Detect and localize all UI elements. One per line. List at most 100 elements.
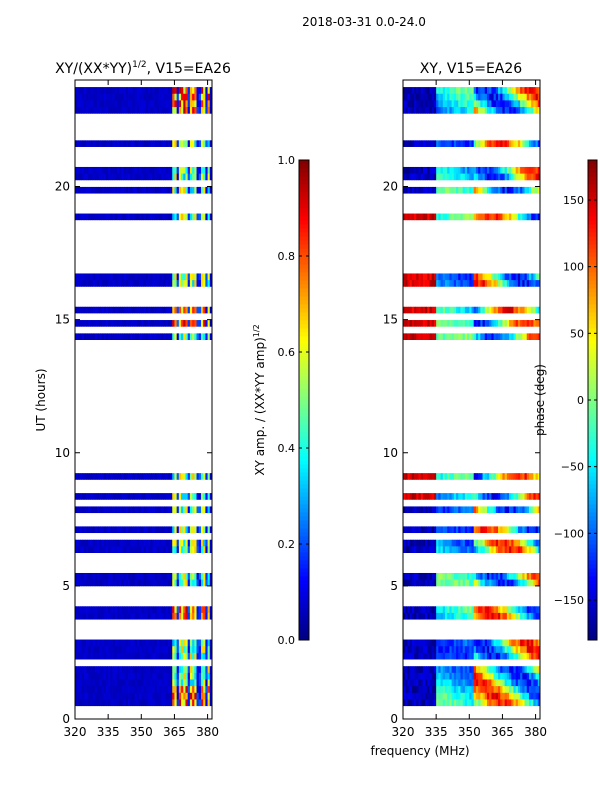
phase-colorbar-band <box>588 264 597 269</box>
amplitude-ytick-label: 0 <box>62 712 70 726</box>
amplitude-colorbar-band <box>299 584 309 589</box>
amplitude-colorbar-band <box>299 480 309 485</box>
amplitude-colorbar-band <box>299 516 309 521</box>
phase-colorbar: −150 −100 −50 0 50 100 150 phase (deg) <box>533 159 598 641</box>
amplitude-colorbar-band <box>299 600 309 605</box>
amplitude-colorbar-band <box>299 548 309 553</box>
amplitude-colorbar-band <box>299 440 309 445</box>
amplitude-colorbar-band <box>299 492 309 497</box>
phase-colorbar-band <box>588 420 597 425</box>
amplitude-colorbar-band <box>299 520 309 525</box>
amplitude-colorbar-band <box>299 160 309 165</box>
amplitude-colorbar-band <box>299 580 309 585</box>
amplitude-colorbar-band <box>299 300 309 305</box>
amplitude-frame <box>74 79 213 720</box>
amplitude-colorbar-band <box>299 328 309 333</box>
phase-ytick-label: 10 <box>383 446 398 460</box>
amplitude-colorbar-band <box>299 564 309 569</box>
phase-colorbar-band <box>588 216 597 221</box>
amplitude-colorbar-band <box>299 636 309 641</box>
amplitude-colorbar: 0.0 0.2 0.4 0.6 0.8 1.0 XY amp. / (XX*YY amp)… <box>252 154 310 647</box>
phase-colorbar-tick-label: −100 <box>554 527 584 540</box>
phase-colorbar-band <box>588 520 597 525</box>
amplitude-colorbar-band <box>299 412 309 417</box>
phase-ytick-label: 5 <box>390 579 398 593</box>
amplitude-colorbar-band <box>299 356 309 361</box>
amplitude-colorbar-band <box>299 368 309 373</box>
amplitude-colorbar-band <box>299 200 309 205</box>
amplitude-colorbar-band <box>299 192 309 197</box>
amplitude-colorbar-band <box>299 376 309 381</box>
phase-colorbar-band <box>588 596 597 601</box>
amplitude-colorbar-band <box>299 272 309 277</box>
amplitude-xtick-label: 350 <box>130 725 153 739</box>
phase-colorbar-band <box>588 364 597 369</box>
phase-colorbar-band <box>588 332 597 337</box>
amplitude-colorbar-band <box>299 284 309 289</box>
amplitude-colorbar-band <box>299 208 309 213</box>
phase-colorbar-band <box>588 244 597 249</box>
phase-colorbar-band <box>588 176 597 181</box>
amplitude-colorbar-band <box>299 308 309 313</box>
phase-colorbar-band <box>588 196 597 201</box>
amplitude-colorbar-band <box>299 596 309 601</box>
amplitude-ytick-label: 20 <box>55 180 70 194</box>
phase-colorbar-band <box>588 552 597 557</box>
phase-colorbar-band <box>588 252 597 257</box>
phase-colorbar-band <box>588 496 597 501</box>
amplitude-colorbar-band <box>299 632 309 637</box>
phase-colorbar-band <box>588 324 597 329</box>
amplitude-colorbar-band <box>299 452 309 457</box>
phase-colorbar-band <box>588 524 597 529</box>
phase-colorbar-band <box>588 396 597 401</box>
phase-frame <box>402 79 541 720</box>
amplitude-colorbar-tick-label: 0.2 <box>278 538 296 551</box>
phase-colorbar-band <box>588 616 597 621</box>
amplitude-colorbar-band <box>299 164 309 169</box>
amplitude-colorbar-tick-label: 0.0 <box>278 634 296 647</box>
phase-colorbar-band <box>588 164 597 169</box>
phase-colorbar-band <box>588 448 597 453</box>
panel-phase: XY, V15=EA26 320 335 350 365 380 0 5 10 15 20 <box>383 61 547 739</box>
phase-colorbar-band <box>588 424 597 429</box>
amplitude-ytick-label: 15 <box>55 313 70 327</box>
phase-colorbar-band <box>588 356 597 361</box>
amplitude-colorbar-band <box>299 348 309 353</box>
amplitude-colorbar-band <box>299 288 309 293</box>
phase-colorbar-band <box>588 320 597 325</box>
phase-colorbar-band <box>588 476 597 481</box>
amplitude-colorbar-band <box>299 204 309 209</box>
phase-ytick-label: 15 <box>383 313 398 327</box>
amplitude-colorbar-band <box>299 280 309 285</box>
phase-colorbar-band <box>588 296 597 301</box>
amplitude-colorbar-band <box>299 420 309 425</box>
amplitude-colorbar-band <box>299 400 309 405</box>
amplitude-xtick-label: 335 <box>97 725 120 739</box>
amplitude-colorbar-band <box>299 576 309 581</box>
amplitude-colorbar-band <box>299 608 309 613</box>
phase-colorbar-band <box>588 632 597 637</box>
amplitude-colorbar-band <box>299 588 309 593</box>
amplitude-colorbar-band <box>299 536 309 541</box>
amplitude-heatmap <box>75 80 213 720</box>
amplitude-ytick-label: 10 <box>55 446 70 460</box>
panel-amplitude-title: XY/(XX*YY)1/2, V15=EA26 <box>55 60 231 77</box>
amplitude-colorbar-band <box>299 560 309 565</box>
amplitude-colorbar-band <box>299 304 309 309</box>
phase-colorbar-band <box>588 580 597 585</box>
phase-colorbar-label: phase (deg) <box>533 364 547 436</box>
amplitude-colorbar-band <box>299 364 309 369</box>
amplitude-ytick-label: 5 <box>62 579 70 593</box>
phase-colorbar-band <box>588 224 597 229</box>
phase-colorbar-band <box>588 416 597 421</box>
amplitude-colorbar-band <box>299 196 309 201</box>
phase-colorbar-band <box>588 168 597 173</box>
amplitude-colorbar-band <box>299 488 309 493</box>
amplitude-colorbar-band <box>299 240 309 245</box>
phase-colorbar-band <box>588 572 597 577</box>
amplitude-colorbar-band <box>299 236 309 241</box>
phase-colorbar-band <box>588 256 597 261</box>
amplitude-colorbar-band <box>299 540 309 545</box>
amplitude-colorbar-band <box>299 352 309 357</box>
phase-colorbar-band <box>588 500 597 505</box>
